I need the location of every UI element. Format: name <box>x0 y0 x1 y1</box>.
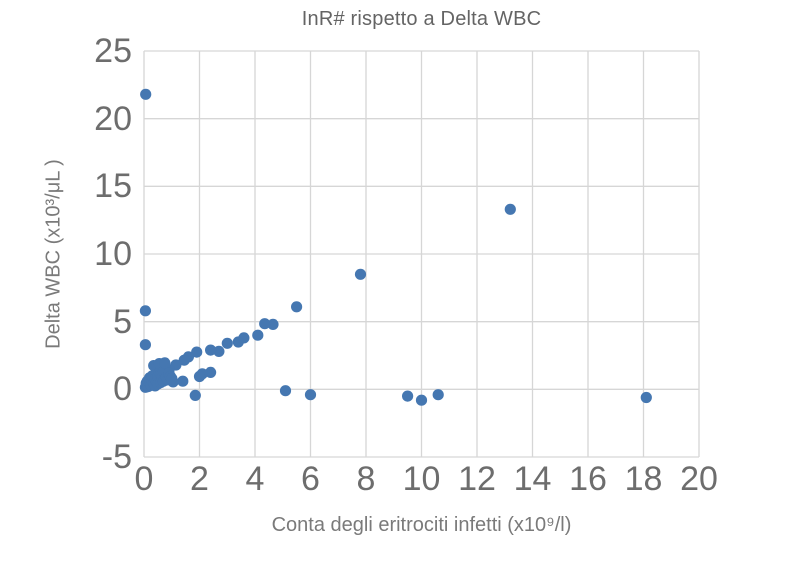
data-point <box>259 318 271 330</box>
data-point <box>432 389 444 401</box>
x-tick-label: 10 <box>402 460 441 498</box>
data-point <box>139 305 151 317</box>
data-point <box>189 389 201 401</box>
x-tick-label: 20 <box>680 460 718 498</box>
data-point <box>640 391 652 404</box>
y-tick-label: 10 <box>94 235 132 273</box>
y-tick-label: 15 <box>94 167 132 206</box>
chart-title: InR# rispetto a Delta WBC <box>301 8 542 30</box>
y-tick-label: 5 <box>113 302 132 341</box>
y-tick-label: 0 <box>113 370 132 409</box>
x-tick-label: 4 <box>245 460 265 498</box>
data-point <box>140 88 152 100</box>
y-tick-label: 25 <box>94 32 132 70</box>
data-point <box>415 394 428 406</box>
x-tick-label: 0 <box>134 460 154 498</box>
x-tick-label: 16 <box>569 460 607 498</box>
data-point <box>279 385 292 397</box>
x-tick-label: 8 <box>356 460 376 498</box>
data-point <box>177 375 189 387</box>
data-point <box>178 354 190 366</box>
x-tick-label: 18 <box>624 460 663 498</box>
data-point <box>291 301 303 313</box>
y-tick-label: -5 <box>101 438 132 476</box>
x-tick-label: 6 <box>301 460 320 498</box>
data-point <box>354 268 367 280</box>
data-point <box>304 389 317 401</box>
data-point <box>267 318 279 330</box>
data-point <box>232 336 244 348</box>
data-point <box>402 390 414 402</box>
x-tick-label: 14 <box>513 460 552 498</box>
data-point <box>166 372 178 385</box>
data-point <box>159 357 171 369</box>
x-tick-label: 12 <box>458 460 496 498</box>
data-point <box>221 337 233 349</box>
data-point <box>504 203 516 215</box>
data-point <box>193 370 206 383</box>
data-point <box>213 345 225 357</box>
data-point <box>139 339 151 351</box>
y-tick-label: 20 <box>94 99 132 138</box>
data-point <box>252 329 264 341</box>
x-axis-title: Conta degli eritrociti infetti (x10⁹/l) <box>271 514 572 536</box>
data-point <box>191 346 203 358</box>
x-tick-label: 2 <box>190 460 209 498</box>
data-point <box>205 366 217 378</box>
data-point <box>205 344 217 356</box>
